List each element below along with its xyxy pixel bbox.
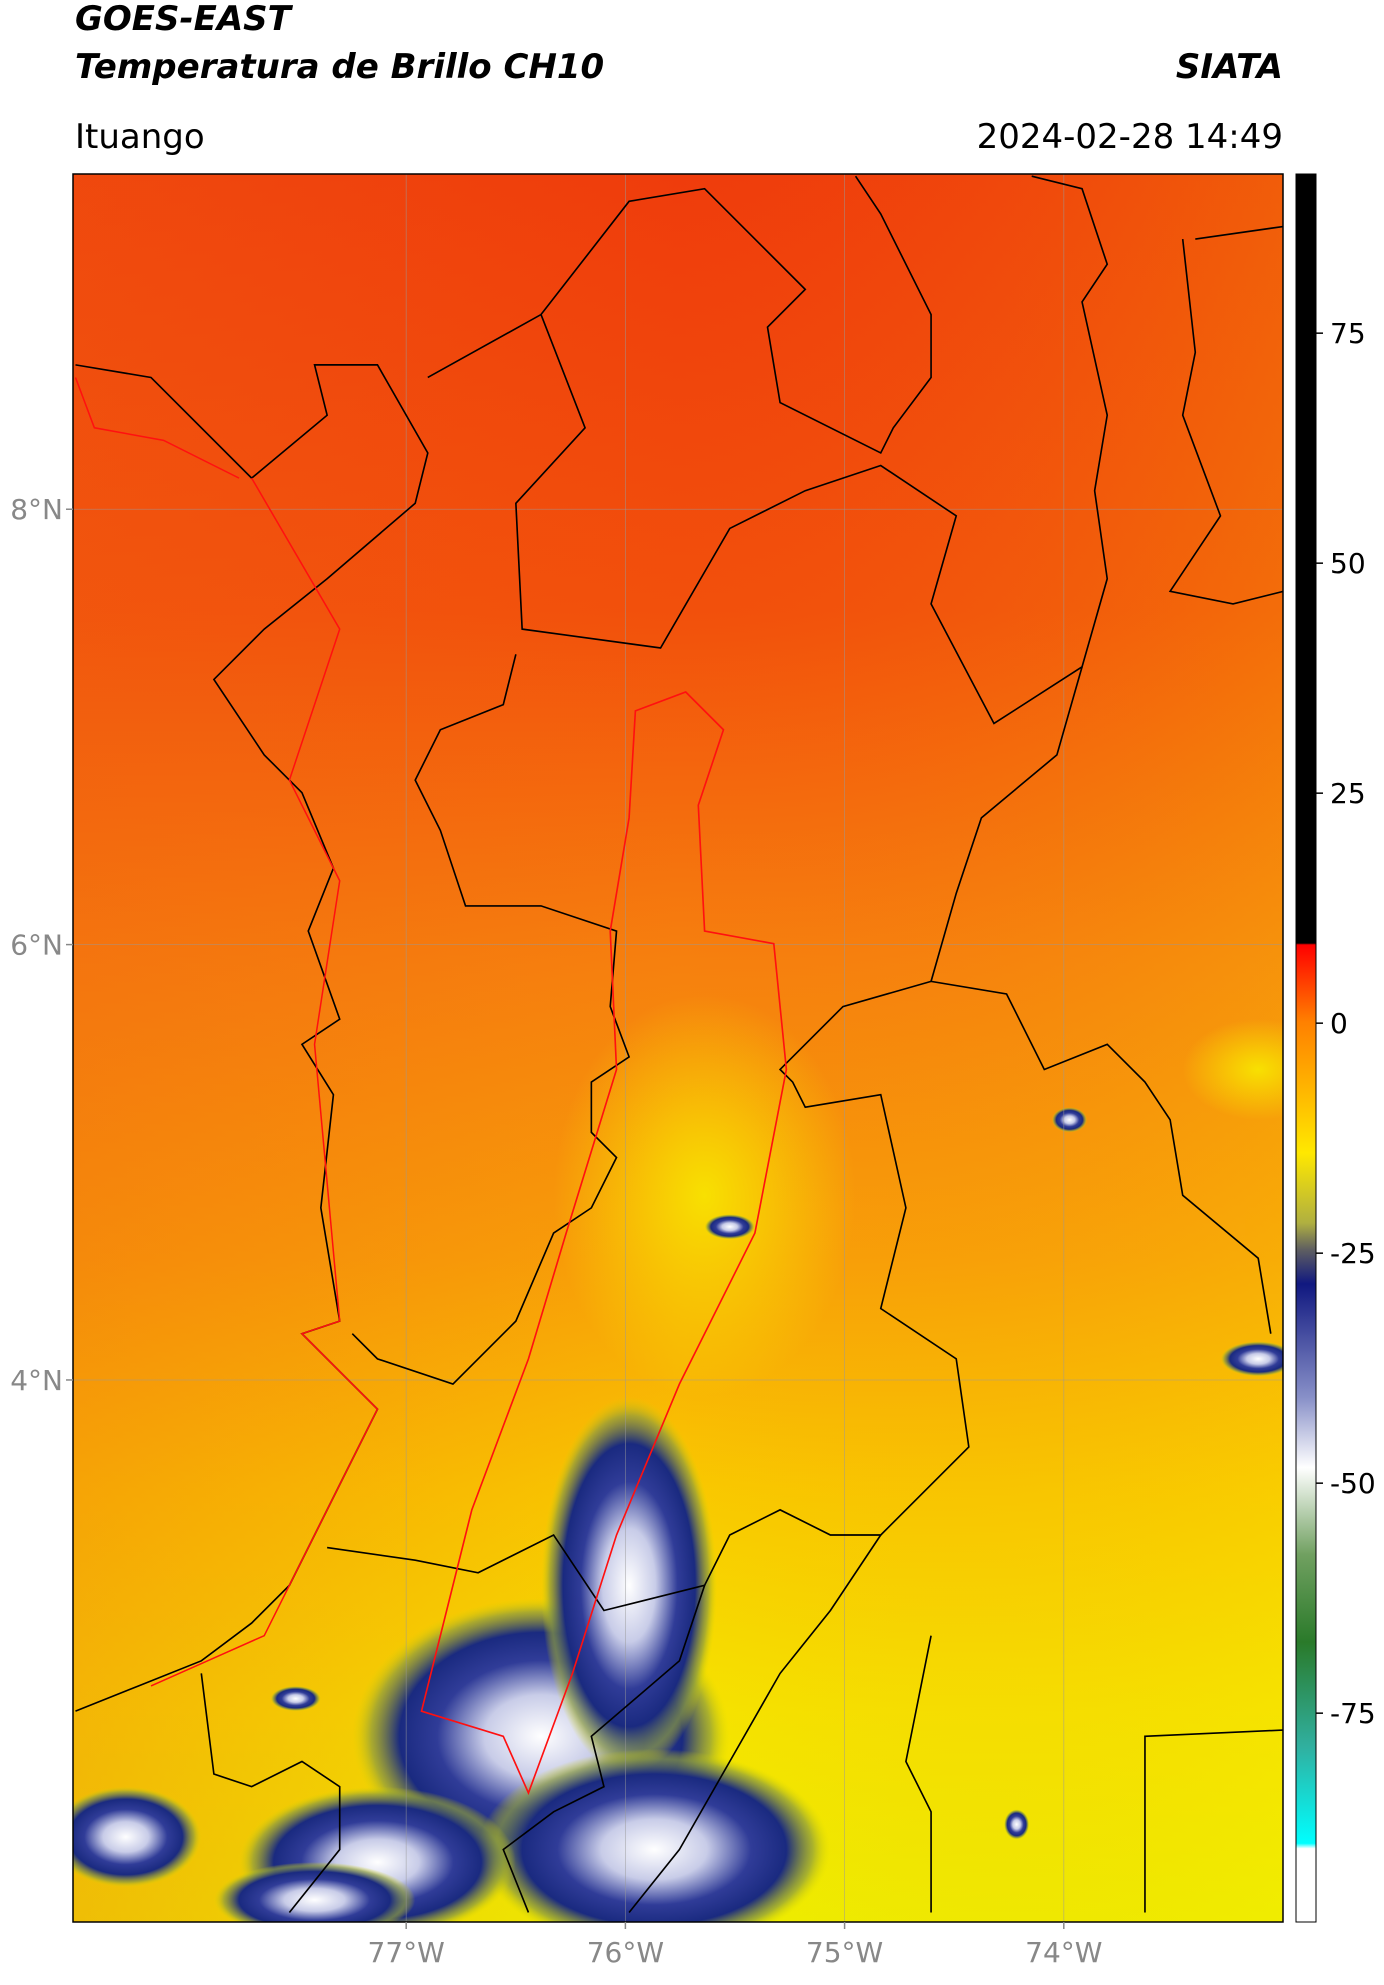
colorbar-tick-label: 25: [1330, 777, 1366, 810]
coastline: [74, 377, 379, 1687]
location: Ituango: [75, 117, 205, 157]
borders: [75, 175, 1283, 1913]
subtitle: Temperatura de Brillo CH10: [75, 47, 604, 87]
map-area: [73, 174, 1283, 1922]
graticule: [73, 174, 1283, 1922]
colorbar: [1295, 173, 1317, 1923]
y-tick-label: 6°N: [10, 929, 63, 962]
map-frame: [72, 173, 1284, 1923]
y-tick-label: 4°N: [10, 1364, 63, 1397]
colorbar-tick-label: 50: [1330, 547, 1366, 580]
colorbar-tick-label: 0: [1330, 1007, 1348, 1040]
x-tick-label: 75°W: [806, 1936, 883, 1969]
timestamp: 2024-02-28 14:49: [977, 117, 1283, 157]
axes: 77°W 76°W 75°W 74°W 4°N 6°N 8°N: [10, 493, 1102, 1969]
colorbar-tick-label: -50: [1330, 1467, 1376, 1500]
colorbar-ticks: -75 -50 -25 0 25 50 75: [1316, 317, 1376, 1730]
source: SIATA: [1176, 47, 1283, 87]
y-tick-label: 8°N: [10, 493, 63, 526]
x-tick-label: 74°W: [1025, 1936, 1102, 1969]
colorbar-tick-label: 75: [1330, 317, 1366, 350]
x-tick-label: 76°W: [587, 1936, 664, 1969]
x-tick-label: 77°W: [368, 1936, 445, 1969]
cloud-tops: [73, 993, 1283, 1922]
colorbar-tick-label: -25: [1330, 1237, 1376, 1270]
basin-outline: [420, 691, 788, 1796]
colorbar-tick-label: -75: [1330, 1697, 1376, 1730]
title: GOES-EAST: [75, 0, 294, 39]
